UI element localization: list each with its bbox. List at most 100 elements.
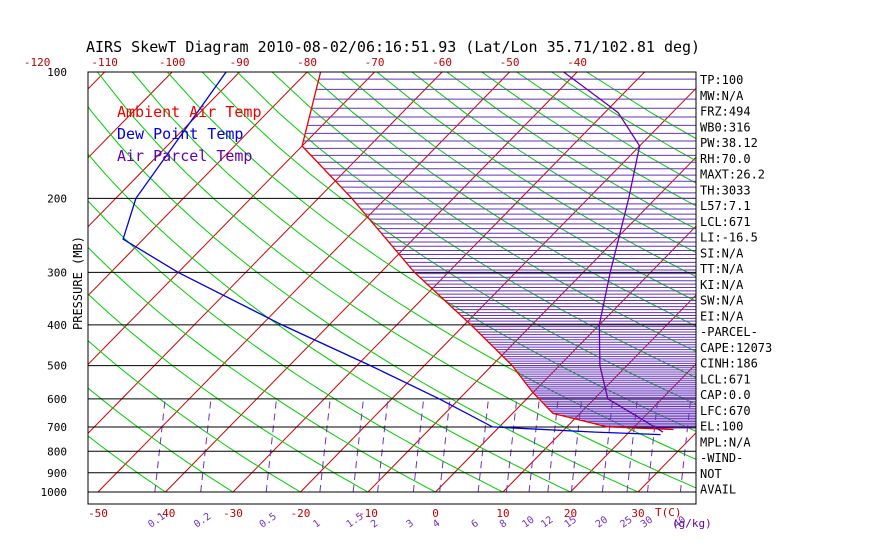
index-entry: TT:N/A (700, 262, 744, 276)
legend-entry: Dew Point Temp (117, 125, 243, 143)
isotherm-line (88, 72, 240, 228)
top-temp-tick-label: -110 (91, 56, 118, 69)
dry-adiabat-line (376, 72, 696, 278)
dry-adiabat-line (341, 72, 696, 302)
index-entry: -PARCEL- (700, 325, 758, 339)
index-entry: EI:N/A (700, 309, 744, 323)
index-entry: LI:-16.5 (700, 231, 758, 245)
isotherm-line (88, 72, 308, 297)
legend-entry: Air Parcel Temp (117, 147, 252, 165)
pressure-tick-label: 500 (47, 360, 67, 373)
mixing-ratio-label: 3 (405, 518, 416, 530)
bottom-temp-tick-label: 0 (432, 507, 439, 520)
pressure-tick-label: 400 (47, 319, 67, 332)
mixing-ratio-line (477, 398, 489, 493)
mixing-ratio-line (601, 398, 614, 493)
mixing-ratio-label: 12 (539, 515, 555, 531)
mixing-ratio-line (439, 398, 451, 493)
index-entry: LCL:671 (700, 372, 751, 386)
bottom-temp-tick-label: 20 (564, 507, 577, 520)
index-entry: SI:N/A (700, 246, 744, 260)
mixing-ratio-label: 0.2 (192, 511, 213, 530)
dry-adiabat-line (236, 72, 696, 379)
mixing-ratio-line (646, 398, 659, 493)
dry-adiabat-line (411, 72, 696, 254)
pressure-tick-label: 800 (47, 445, 67, 458)
ambient-temp-line (301, 72, 674, 431)
mixing-ratio-label: 8 (498, 518, 509, 530)
top-temp-tick-label: -100 (159, 56, 186, 69)
isotherm-line (0, 72, 37, 492)
pressure-tick-label: 100 (47, 66, 67, 79)
index-entry: PW:38.12 (700, 136, 758, 150)
bottom-temp-tick-label: -30 (223, 507, 243, 520)
dry-adiabat-line (88, 293, 369, 493)
chart-title: AIRS SkewT Diagram 2010-08-02/06:16:51.9… (86, 38, 700, 56)
bottom-temp-tick-label: -10 (358, 507, 378, 520)
mixing-ratio-label: 20 (594, 515, 610, 531)
index-entry: EL:100 (700, 420, 743, 434)
mixing-ratio-line (505, 398, 518, 493)
mixing-ratio-line (528, 398, 540, 493)
isotherm-line (367, 156, 696, 493)
dry-adiabat-line (88, 435, 166, 493)
top-temp-tick-label: -120 (24, 56, 51, 69)
bottom-temp-tick-label: -50 (88, 507, 108, 520)
diagram-grid (0, 72, 870, 493)
pressure-tick-label: 600 (47, 393, 67, 406)
index-entry: TP:100 (700, 73, 743, 87)
mixing-ratio-line (352, 398, 364, 493)
pressure-tick-label: 200 (47, 192, 67, 205)
pressure-tick-labels: 100 200 300 400 500 600 700 800 900 1000 (41, 66, 68, 499)
index-entry: MW:N/A (700, 89, 744, 103)
mixing-ratio-label: 4 (431, 518, 442, 530)
isotherm-line (773, 72, 870, 492)
index-entry: LFC:670 (700, 404, 751, 418)
mixing-ratio-line (412, 398, 425, 493)
bottom-temp-tick-label: -20 (291, 507, 311, 520)
index-entry: RH:70.0 (700, 152, 751, 166)
legend-entry: Ambient Air Temp (117, 103, 262, 121)
isotherm-line (88, 72, 173, 159)
bottom-temp-tick-labels: -50 -40 -30 -20 -10 0 10 20 30 (88, 507, 645, 520)
index-entry: MPL:N/A (700, 435, 751, 449)
index-entry: NOT (700, 467, 722, 481)
dry-adiabat-line (88, 340, 301, 493)
mixing-ratio-line (154, 398, 166, 493)
top-temp-tick-labels: -120 -110 -100 -90 -80 -70 -60 -50 -40 (24, 56, 587, 69)
legend: Ambient Air Temp Dew Point Temp Air Parcel… (117, 103, 262, 165)
index-entry: -WIND- (700, 451, 743, 465)
mixing-ratio-label: 6 (470, 518, 481, 530)
index-entry: CAPE:12073 (700, 341, 772, 355)
mixing-ratio-line (265, 398, 277, 493)
isotherm-line (88, 72, 375, 366)
profile-lines (122, 72, 674, 436)
mixing-ratio-label: 2 (369, 518, 380, 530)
dry-adiabat-line (516, 72, 696, 184)
x-axis-label: T(C) (655, 506, 682, 519)
index-entry: KI:N/A (700, 278, 744, 292)
dry-adiabat-line (271, 72, 696, 352)
isotherm-line (88, 72, 443, 435)
dry-adiabat-line (166, 72, 696, 432)
index-entry: TH:3033 (700, 183, 751, 197)
index-entry: L57:7.1 (700, 199, 751, 213)
index-entry: MAXT:26.2 (700, 168, 765, 182)
bottom-temp-tick-label: 30 (631, 507, 644, 520)
dry-adiabat-line (201, 72, 696, 405)
pressure-tick-label: 1000 (41, 486, 68, 499)
index-entry: AVAIL (700, 483, 736, 497)
isotherm-line (502, 294, 696, 493)
top-temp-tick-label: -50 (500, 56, 520, 69)
dry-adiabat-line (306, 72, 696, 327)
pressure-tick-label: 700 (47, 421, 67, 434)
mixing-unit-label: (g/kg) (672, 517, 712, 530)
mixing-ratio-line (319, 398, 331, 493)
parcel-temp-line (563, 72, 664, 433)
mixing-ratio-line (200, 398, 212, 493)
index-entry: CINH:186 (700, 357, 758, 371)
plot-frame (87, 71, 697, 505)
index-entry: CAP:0.0 (700, 388, 751, 402)
